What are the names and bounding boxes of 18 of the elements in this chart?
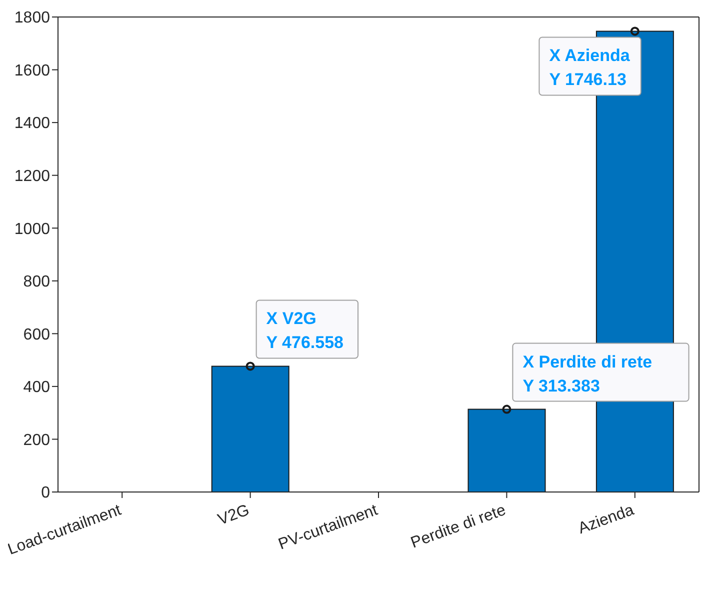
y-tick-label: 1200 — [14, 168, 50, 186]
y-tick-label: 1800 — [14, 10, 50, 27]
annotation: X V2G — [266, 309, 316, 328]
annotation: X Perdite di rete — [522, 352, 652, 372]
x-tick-label: V2G — [216, 502, 252, 529]
y-tick-label: 600 — [23, 326, 50, 344]
y-tick-label: 200 — [23, 432, 50, 449]
y-tick-label: 0 — [41, 484, 50, 502]
annotation: Y 476.558 — [266, 333, 344, 352]
y-tick-label: 1600 — [14, 62, 50, 80]
annotation: Y 313.383 — [522, 376, 600, 396]
annotation: X Azienda — [549, 46, 630, 66]
annotation: Y 1746.13 — [549, 70, 626, 90]
y-tick-label: 1400 — [14, 115, 50, 132]
x-tick-label: Perdite di rete — [408, 502, 508, 552]
y-tick-label: 1000 — [14, 220, 50, 238]
y-tick-label: 800 — [23, 274, 50, 291]
y-tick-label: 400 — [23, 379, 50, 396]
